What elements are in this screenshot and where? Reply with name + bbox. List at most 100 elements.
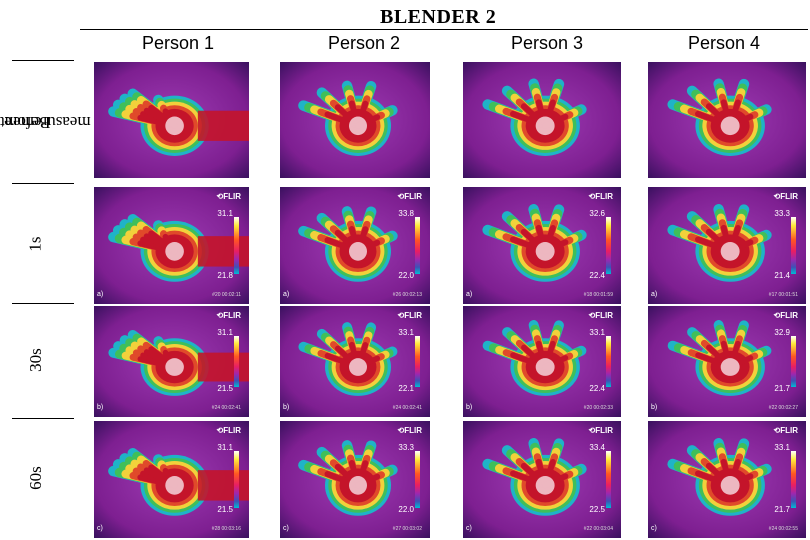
- temperature-scale-bar: [606, 336, 611, 387]
- panel-letter: a): [651, 291, 658, 298]
- panel-letter: a): [283, 291, 290, 298]
- temperature-max-label: 33.1: [398, 328, 414, 337]
- capture-stamp: #27 00:03:02: [392, 526, 422, 532]
- thermal-image-r4-c1: ⟲FLIR 31.1 21.5 #28 00:03:16 c): [94, 421, 249, 538]
- capture-stamp: #28 00:03:16: [211, 526, 241, 532]
- capture-stamp: #24 00:02:41: [211, 405, 241, 411]
- temperature-max-label: 33.4: [589, 443, 605, 452]
- capture-stamp: #20 00:02:33: [583, 405, 613, 411]
- panel-letter: a): [466, 291, 473, 298]
- thermal-image-r1-c2: [280, 62, 430, 178]
- capture-stamp: #20 00:02:11: [212, 292, 241, 298]
- temperature-max-label: 33.8: [398, 209, 414, 218]
- temperature-scale-bar: [791, 217, 796, 274]
- flir-logo: ⟲FLIR: [588, 192, 613, 201]
- thermal-image-r3-c2: ⟲FLIR 33.1 22.1 #24 00:02:41 b): [280, 306, 430, 417]
- temperature-max-label: 33.1: [589, 328, 605, 337]
- thermal-image-r1-c4: [648, 62, 806, 178]
- flir-logo: ⟲FLIR: [773, 426, 798, 435]
- flir-logo: ⟲FLIR: [588, 426, 613, 435]
- column-header-4: Person 4: [687, 33, 761, 53]
- temperature-scale-bar: [234, 217, 239, 274]
- thermal-image-r1-c3: [463, 62, 621, 178]
- temperature-max-label: 33.3: [398, 443, 414, 452]
- flir-logo: ⟲FLIR: [216, 192, 241, 201]
- thermal-image-r3-c4: ⟲FLIR 32.9 21.7 #22 00:02:27 b): [648, 306, 806, 417]
- temperature-max-label: 33.1: [774, 443, 790, 452]
- column-header-1: Person 1: [141, 33, 215, 53]
- row-label-60s: 60s: [26, 466, 45, 490]
- row-label-separator-2: [12, 183, 74, 184]
- capture-stamp: #24 00:02:55: [768, 526, 798, 532]
- temperature-min-label: 21.7: [774, 505, 790, 514]
- row-label-separator-1: [12, 60, 74, 61]
- temperature-min-label: 21.8: [217, 271, 233, 280]
- flir-logo: ⟲FLIR: [773, 311, 798, 320]
- panel-letter: c): [97, 525, 103, 532]
- flir-logo: ⟲FLIR: [397, 311, 422, 320]
- capture-stamp: #22 00:03:04: [583, 526, 613, 532]
- temperature-scale-bar: [234, 336, 239, 387]
- capture-stamp: #26 00:02:13: [392, 292, 422, 298]
- thermal-image-r1-c1: [94, 62, 249, 178]
- row-label-separator-3: [12, 303, 74, 304]
- temperature-min-label: 21.7: [774, 384, 790, 393]
- capture-stamp: #18 00:01:59: [583, 292, 613, 298]
- capture-stamp: #17 00:01:51: [768, 292, 798, 298]
- row-label-1s: 1s: [26, 236, 45, 252]
- panel-letter: c): [466, 525, 472, 532]
- flir-logo: ⟲FLIR: [773, 192, 798, 201]
- column-header-2: Person 2: [327, 33, 401, 53]
- temperature-max-label: 31.1: [217, 209, 233, 218]
- temperature-min-label: 22.1: [398, 384, 414, 393]
- figure-title: BLENDER 2: [380, 6, 497, 28]
- temperature-scale-bar: [791, 336, 796, 387]
- flir-logo: ⟲FLIR: [216, 426, 241, 435]
- thermal-image-r2-c4: ⟲FLIR 33.3 21.4 #17 00:01:51 a): [648, 187, 806, 304]
- temperature-scale-bar: [606, 451, 611, 508]
- panel-letter: b): [97, 404, 104, 411]
- temperature-scale-bar: [415, 336, 420, 387]
- panel-letter: b): [283, 404, 290, 411]
- thermal-image-r3-c1: ⟲FLIR 31.1 21.5 #24 00:02:41 b): [94, 306, 249, 417]
- thermal-image-r2-c1: ⟲FLIR 31.1 21.8 #20 00:02:11 a): [94, 187, 249, 304]
- panel-letter: c): [283, 525, 289, 532]
- temperature-min-label: 21.4: [774, 271, 790, 280]
- thermal-image-r4-c3: ⟲FLIR 33.4 22.5 #22 00:03:04 c): [463, 421, 621, 538]
- temperature-min-label: 22.0: [398, 271, 414, 280]
- temperature-min-label: 22.4: [589, 384, 605, 393]
- temperature-scale-bar: [415, 217, 420, 274]
- temperature-max-label: 31.1: [217, 328, 233, 337]
- row-label-separator-4: [12, 418, 74, 419]
- temperature-scale-bar: [234, 451, 239, 508]
- thermal-image-r4-c4: ⟲FLIR 33.1 21.7 #24 00:02:55 c): [648, 421, 806, 538]
- flir-logo: ⟲FLIR: [588, 311, 613, 320]
- temperature-max-label: 32.9: [774, 328, 790, 337]
- column-header-3: Person 3: [510, 33, 584, 53]
- panel-letter: a): [97, 291, 104, 298]
- capture-stamp: #24 00:02:41: [392, 405, 422, 411]
- thermal-image-r2-c2: ⟲FLIR 33.8 22.0 #26 00:02:13 a): [280, 187, 430, 304]
- flir-logo: ⟲FLIR: [216, 311, 241, 320]
- capture-stamp: #22 00:02:27: [768, 405, 798, 411]
- temperature-max-label: 33.3: [774, 209, 790, 218]
- temperature-scale-bar: [415, 451, 420, 508]
- panel-letter: c): [651, 525, 657, 532]
- temperature-min-label: 21.5: [217, 505, 233, 514]
- row-label-30s: 30s: [26, 348, 45, 372]
- panel-letter: b): [466, 404, 473, 411]
- thermal-image-r2-c3: ⟲FLIR 32.6 22.4 #18 00:01:59 a): [463, 187, 621, 304]
- temperature-min-label: 22.5: [589, 505, 605, 514]
- thermal-image-r3-c3: ⟲FLIR 33.1 22.4 #20 00:02:33 b): [463, 306, 621, 417]
- title-rule: [80, 29, 808, 30]
- temperature-max-label: 31.1: [217, 443, 233, 452]
- temperature-max-label: 32.6: [589, 209, 605, 218]
- temperature-scale-bar: [606, 217, 611, 274]
- temperature-min-label: 21.5: [217, 384, 233, 393]
- temperature-scale-bar: [791, 451, 796, 508]
- thermal-image-r4-c2: ⟲FLIR 33.3 22.0 #27 00:03:02 c): [280, 421, 430, 538]
- panel-letter: b): [651, 404, 658, 411]
- temperature-min-label: 22.4: [589, 271, 605, 280]
- row-label-before: Before measurement: [0, 64, 90, 180]
- flir-logo: ⟲FLIR: [397, 192, 422, 201]
